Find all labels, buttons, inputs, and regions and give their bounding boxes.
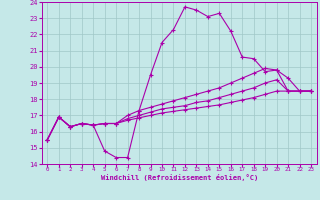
X-axis label: Windchill (Refroidissement éolien,°C): Windchill (Refroidissement éolien,°C) xyxy=(100,174,258,181)
